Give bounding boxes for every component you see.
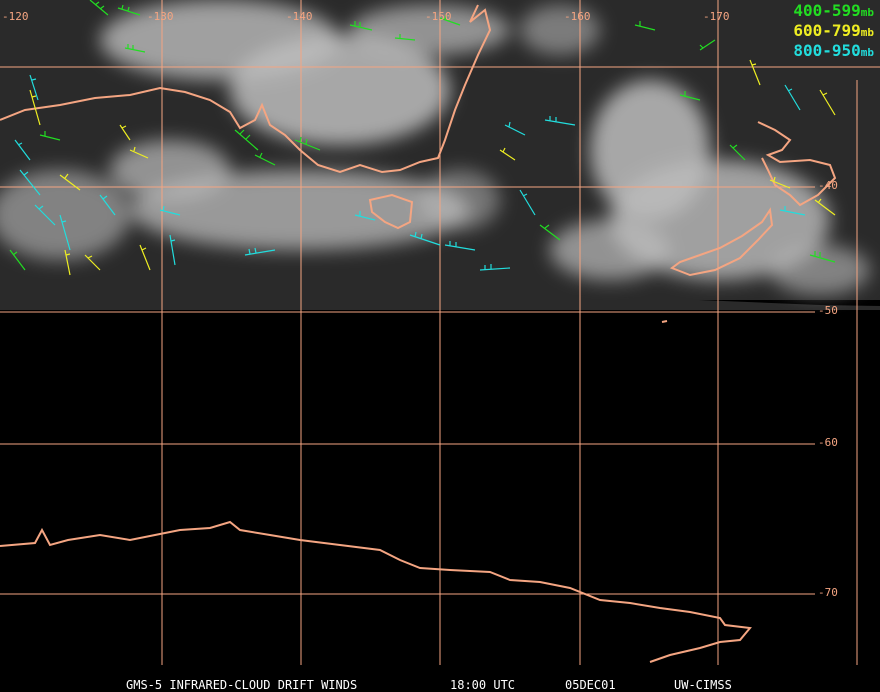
caption-product: GMS-5 INFRARED-CLOUD DRIFT WINDS bbox=[126, 678, 358, 692]
coastlines bbox=[0, 4, 837, 663]
new-zealand-south-coastline bbox=[669, 207, 774, 277]
legend-400-599: 400-599mb bbox=[793, 1, 874, 20]
caption-date: 05DEC01 bbox=[565, 678, 616, 692]
lat-label-60: -60 bbox=[818, 436, 838, 449]
wind-barbs-800-950mb bbox=[14, 74, 806, 271]
lon-label-160: -160 bbox=[564, 10, 591, 23]
lon-label-170: -170 bbox=[703, 10, 730, 23]
caption-time: 18:00 UTC bbox=[450, 678, 516, 692]
australia-coastline bbox=[0, 4, 492, 174]
tasmania-coastline bbox=[368, 193, 414, 230]
legend-800-950: 800-950mb bbox=[793, 41, 874, 60]
lat-label-50: -50 bbox=[818, 304, 838, 317]
lon-label-140: -140 bbox=[286, 10, 313, 23]
lat-lon-grid bbox=[0, 0, 880, 665]
lon-label-120: -120 bbox=[2, 10, 29, 23]
lat-label-40: -40 bbox=[818, 179, 838, 192]
antarctica-coastline bbox=[0, 520, 752, 663]
wind-barbs-600-799mb bbox=[29, 59, 836, 276]
small-island bbox=[661, 320, 668, 323]
pressure-legend: 400-599mb 600-799mb 800-950mb bbox=[793, 2, 874, 62]
caption-source: UW-CIMSS bbox=[674, 678, 732, 692]
legend-600-799: 600-799mb bbox=[793, 21, 874, 40]
wind-barbs bbox=[9, 0, 836, 276]
lon-label-130: -130 bbox=[147, 10, 174, 23]
new-zealand-north-coastline bbox=[757, 121, 837, 207]
lon-label-150: -150 bbox=[425, 10, 452, 23]
wind-barbs-400-599mb bbox=[9, 0, 836, 271]
lat-label-70: -70 bbox=[818, 586, 838, 599]
